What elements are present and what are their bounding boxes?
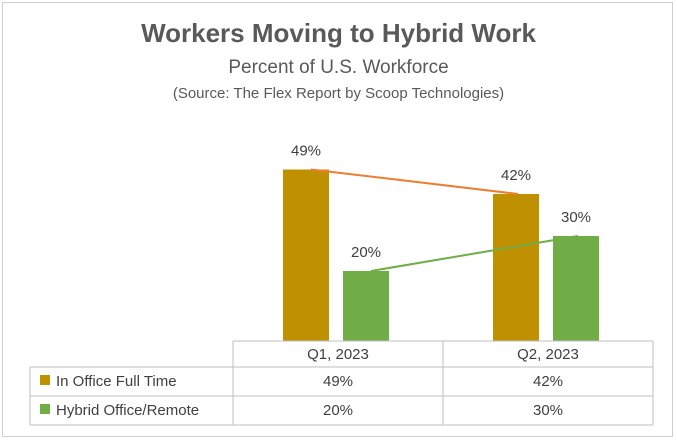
category-label-1: Q1, 2023	[307, 346, 369, 363]
table-value-hybrid-1: 20%	[323, 402, 353, 419]
chart-source: (Source: The Flex Report by Scoop Techno…	[172, 85, 505, 102]
data-label-hybrid-2: 30%	[561, 209, 591, 226]
bar-in-office-1	[283, 169, 329, 341]
data-label-in-office-1: 49%	[291, 143, 321, 160]
trend-line-in-office	[310, 168, 519, 195]
table-value-in-office-1: 49%	[323, 373, 353, 390]
chart-subtitle: Percent of U.S. Workforce	[228, 57, 449, 78]
trend-line-hybrid	[370, 235, 579, 272]
legend-label-hybrid: Hybrid Office/Remote	[56, 402, 199, 419]
legend-swatch-in-office	[40, 375, 50, 385]
legend-label-in-office: In Office Full Time	[56, 373, 177, 390]
data-label-hybrid-1: 20%	[351, 244, 381, 261]
chart-title: Workers Moving to Hybrid Work	[141, 18, 536, 48]
bar-in-office-2	[493, 194, 539, 341]
chart-frame	[2, 2, 673, 437]
bar-hybrid-1	[343, 271, 389, 341]
legend-swatch-hybrid	[40, 404, 50, 414]
bar-hybrid-2	[553, 236, 599, 341]
category-label-2: Q2, 2023	[517, 346, 579, 363]
table-value-hybrid-2: 30%	[533, 402, 563, 419]
data-label-in-office-2: 42%	[501, 167, 531, 184]
table-value-in-office-2: 42%	[533, 373, 563, 390]
